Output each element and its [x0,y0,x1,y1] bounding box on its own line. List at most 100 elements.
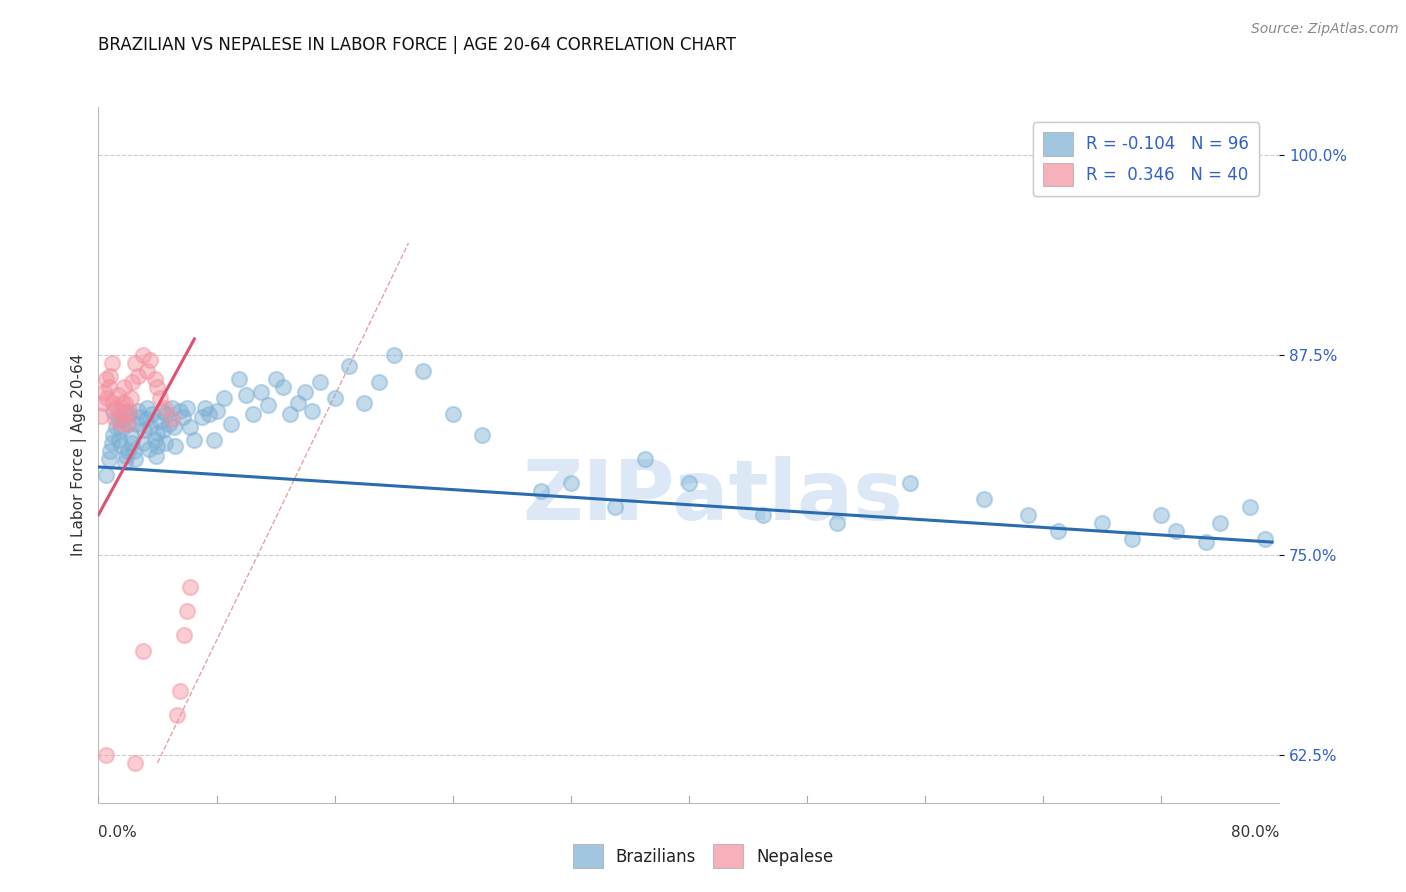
Legend: R = -0.104   N = 96, R =  0.346   N = 40: R = -0.104 N = 96, R = 0.346 N = 40 [1033,122,1260,196]
Point [111,396,134,410]
Point [127,404,149,418]
Point [107,388,129,402]
Point [150,404,173,418]
Point [162,401,183,415]
Point [104,412,127,426]
Point [105,420,128,434]
Point [94,372,117,386]
Point [94,467,117,482]
Point [1091,516,1114,530]
Point [96,391,118,405]
Point [179,420,201,434]
Point [117,444,139,458]
Point [1017,508,1039,522]
Point [179,580,201,594]
Point [353,396,375,410]
Point [264,372,287,386]
Point [124,451,146,466]
Point [128,410,150,425]
Point [1150,508,1173,522]
Point [98,368,121,383]
Point [368,375,391,389]
Point [165,439,187,453]
Point [1239,500,1261,514]
Point [198,407,221,421]
Point [143,372,166,386]
Point [124,756,146,770]
Point [120,391,142,405]
Text: 80.0%: 80.0% [1232,825,1279,840]
Point [633,451,655,466]
Point [143,433,166,447]
Point [278,407,302,421]
Point [337,359,360,373]
Point [219,417,242,431]
Text: Source: ZipAtlas.com: Source: ZipAtlas.com [1251,22,1399,37]
Point [1254,532,1277,546]
Point [127,368,149,383]
Point [93,384,115,399]
Point [166,707,188,722]
Point [120,428,142,442]
Point [235,388,257,402]
Point [250,384,273,399]
Point [132,644,155,658]
Point [136,401,159,415]
Point [105,401,128,415]
Point [100,436,122,450]
Point [135,412,157,426]
Point [112,404,135,418]
Point [173,628,195,642]
Text: BRAZILIAN VS NEPALESE IN LABOR FORCE | AGE 20-64 CORRELATION CHART: BRAZILIAN VS NEPALESE IN LABOR FORCE | A… [98,36,737,54]
Point [149,391,172,405]
Point [309,375,332,389]
Point [146,426,169,441]
Point [112,380,135,394]
Point [139,352,162,367]
Point [98,444,121,458]
Point [145,449,167,463]
Point [136,364,159,378]
Point [94,747,117,762]
Point [103,404,125,418]
Point [97,451,120,466]
Point [108,433,131,447]
Point [271,380,294,394]
Point [100,356,122,370]
Point [172,410,194,425]
Point [141,407,163,421]
Point [121,375,143,389]
Point [114,455,136,469]
Point [103,396,125,410]
Point [132,348,155,362]
Point [382,348,405,362]
Point [169,404,191,418]
Point [149,413,172,427]
Point [191,410,214,425]
Point [115,449,138,463]
Point [122,444,145,458]
Point [111,412,134,426]
Point [146,439,169,453]
Point [294,384,316,399]
Point [560,475,582,490]
Point [257,398,280,412]
Point [103,428,125,442]
Point [973,491,995,506]
Point [412,364,434,378]
Point [110,423,132,437]
Point [114,396,136,410]
Point [678,475,700,490]
Point [825,516,848,530]
Point [153,436,176,450]
Point [163,420,186,434]
Point [1046,524,1069,538]
Point [118,404,141,418]
Point [183,433,205,447]
Point [153,401,176,415]
Point [134,423,156,437]
Point [441,407,464,421]
Point [107,412,129,426]
Point [132,436,155,450]
Point [242,407,264,421]
